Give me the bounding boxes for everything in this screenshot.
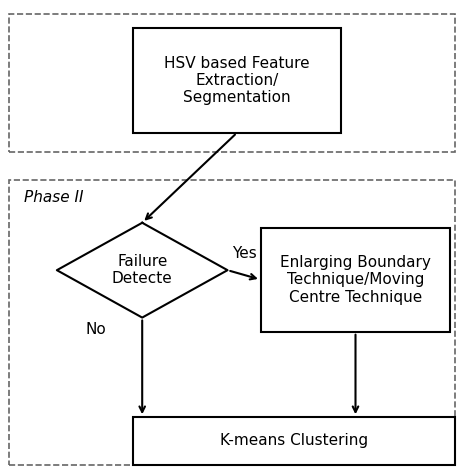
Text: Enlarging Boundary
Technique/Moving
Centre Technique: Enlarging Boundary Technique/Moving Cent… xyxy=(280,255,431,305)
FancyBboxPatch shape xyxy=(261,228,450,332)
FancyBboxPatch shape xyxy=(133,28,341,133)
Text: Phase II: Phase II xyxy=(24,190,83,205)
Bar xyxy=(9,14,455,152)
Text: K-means Clustering: K-means Clustering xyxy=(220,433,368,448)
Text: HSV based Feature
Extraction/
Segmentation: HSV based Feature Extraction/ Segmentati… xyxy=(164,55,310,106)
Text: Yes: Yes xyxy=(232,246,257,261)
FancyBboxPatch shape xyxy=(133,417,455,465)
Text: Failure
Detecte: Failure Detecte xyxy=(112,254,173,286)
Bar xyxy=(9,180,455,465)
Text: No: No xyxy=(85,322,106,337)
